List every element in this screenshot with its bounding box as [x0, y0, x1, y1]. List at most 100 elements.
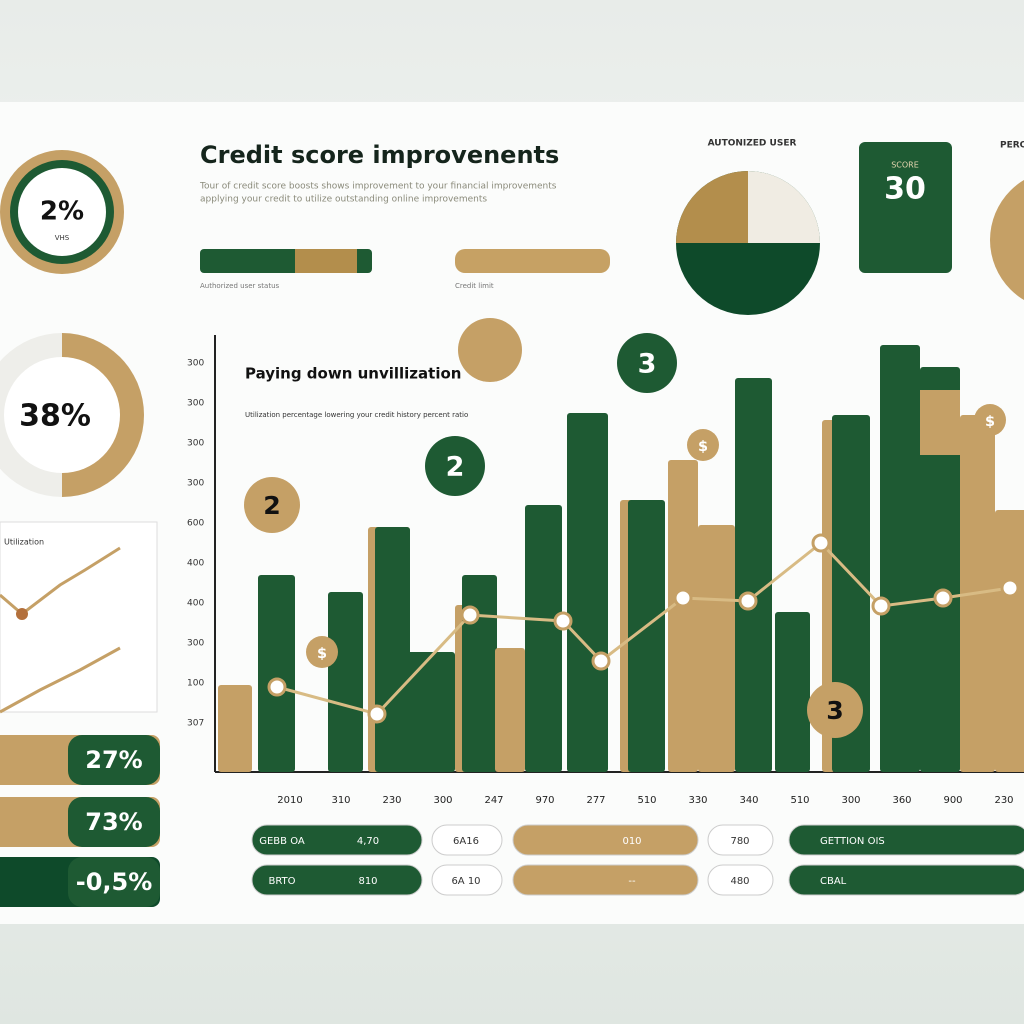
progress-pill [68, 797, 160, 847]
score-card [859, 142, 952, 273]
bar [775, 612, 810, 772]
y-tick-label: 300 [187, 479, 204, 489]
bar [628, 500, 665, 772]
trend-point [267, 677, 287, 697]
pill [788, 864, 1024, 896]
progress-value: 27% [85, 746, 142, 774]
bar [525, 505, 562, 772]
donut-value: 2% [40, 197, 84, 227]
pill-label: 810 [358, 876, 377, 887]
chart-note: Utilization percentage lowering your cre… [245, 411, 468, 419]
pill-label: GETTION OIS [820, 836, 885, 847]
pill-label: 4,70 [357, 836, 379, 847]
y-tick-label: 300 [187, 359, 204, 369]
pie-slice [748, 171, 820, 243]
trend [0, 646, 121, 714]
bar [328, 592, 363, 772]
trend-point [933, 588, 953, 608]
label: AUTONIZED USER [708, 139, 797, 149]
pie-slice [676, 171, 748, 243]
pill-label: -- [628, 876, 636, 887]
trend-point [16, 608, 28, 620]
donut-hole [18, 168, 106, 256]
card-value: 30 [884, 172, 926, 207]
trend-point [1000, 578, 1020, 598]
pill [707, 824, 774, 856]
bar [495, 648, 525, 772]
donut-caption: VHS [55, 234, 70, 242]
bar [462, 575, 497, 772]
x-tick-label: 2010 [277, 795, 302, 806]
trend-point [553, 611, 573, 631]
donut-hole [4, 357, 120, 473]
badge-label: 3 [826, 696, 844, 725]
bar-band [920, 390, 960, 455]
title: Credit score improvenents [200, 141, 559, 169]
pill [788, 824, 1024, 856]
badge [425, 436, 485, 496]
x-tick-label: 360 [892, 795, 911, 806]
badge [687, 429, 719, 461]
bar [258, 575, 295, 772]
chart-label-bg [240, 362, 380, 457]
x-tick-label: 970 [535, 795, 554, 806]
y-tick-label: 600 [187, 519, 204, 529]
badge [306, 636, 338, 668]
trend-point [673, 588, 693, 608]
y-tick-label: 307 [187, 719, 204, 729]
trend-point [871, 596, 891, 616]
mini-label: Utilization [4, 538, 44, 547]
bar [920, 367, 960, 772]
bar [668, 460, 698, 772]
x-tick-label: 230 [994, 795, 1013, 806]
progress-pill [68, 735, 160, 785]
bar [880, 345, 920, 772]
pill-label: 780 [730, 836, 749, 847]
x-tick-label: 330 [688, 795, 707, 806]
trend-point [738, 591, 758, 611]
subtitle: Tour of credit score boosts shows improv… [199, 182, 557, 192]
badge [617, 333, 677, 393]
trend [0, 546, 121, 616]
x-tick-label: 510 [790, 795, 809, 806]
pill [431, 864, 503, 896]
trend-point [811, 533, 831, 553]
bar [832, 415, 870, 772]
progress-pill [68, 857, 160, 907]
badge [458, 318, 522, 382]
pill [251, 864, 423, 896]
bar [995, 510, 1024, 772]
x-tick-label: 510 [637, 795, 656, 806]
legend-bar [295, 249, 357, 273]
pill-label: CBAL [820, 876, 847, 887]
y-tick-label: 300 [187, 399, 204, 409]
x-tick-label: 310 [331, 795, 350, 806]
pill [512, 824, 699, 856]
x-tick-label: 277 [586, 795, 605, 806]
badge-label: $ [698, 439, 708, 455]
badge-label: 2 [446, 452, 465, 483]
legend-text: Credit limit [455, 282, 494, 290]
legend-text: Authorized user status [200, 282, 280, 290]
badge-label: $ [317, 646, 327, 662]
bar [390, 652, 455, 772]
bar [735, 378, 772, 772]
trend-point [367, 704, 387, 724]
badge [244, 477, 300, 533]
bar [218, 685, 252, 772]
badge-label: 2 [263, 491, 281, 520]
x-tick-label: 230 [382, 795, 401, 806]
pill-label: 6A16 [453, 836, 479, 847]
bar [698, 525, 735, 772]
pill-label: 480 [730, 876, 749, 887]
y-tick-label: 300 [187, 639, 204, 649]
badge [974, 404, 1006, 436]
y-tick-label: 400 [187, 599, 204, 609]
x-tick-label: 900 [943, 795, 962, 806]
label: PERO LI OR [1000, 141, 1024, 151]
pill-label: 6A 10 [451, 876, 480, 887]
y-tick-label: 400 [187, 559, 204, 569]
legend-bar [455, 249, 610, 273]
x-tick-label: 300 [433, 795, 452, 806]
